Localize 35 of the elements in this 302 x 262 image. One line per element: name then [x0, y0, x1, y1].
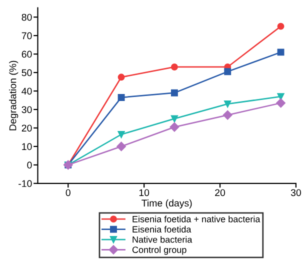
point — [277, 48, 284, 56]
y-tick-label: 20 — [22, 124, 32, 132]
point — [170, 64, 178, 70]
y-tick-label: 10 — [22, 143, 32, 150]
point — [222, 110, 232, 120]
x-tick-label: 30 — [290, 189, 301, 196]
legend-label: Native bacteria — [132, 236, 192, 243]
y-tick-label: -10 — [18, 180, 32, 188]
x-tick-label: 10 — [139, 189, 150, 196]
point — [276, 98, 286, 108]
y-tick-label: 60 — [22, 50, 32, 58]
y-axis-title: Degradation (%) — [9, 60, 18, 130]
legend-label: Eisenia foetida + native bacteria — [132, 216, 260, 222]
legend-label: Eisenia foetida — [132, 226, 192, 233]
x-axis-title: Time (days) — [142, 199, 192, 208]
point — [118, 74, 125, 81]
point — [118, 130, 125, 138]
y-tick-label: 0 — [27, 162, 32, 169]
point — [224, 100, 232, 108]
y-tick-label: 40 — [22, 88, 32, 95]
x-tick-label: 0 — [66, 189, 70, 196]
point — [170, 115, 178, 122]
point — [277, 22, 284, 30]
x-tick-label: 20 — [215, 189, 226, 196]
point — [170, 122, 180, 132]
y-tick-label: 50 — [22, 69, 32, 76]
point — [116, 142, 126, 152]
y-tick-label: 80 — [22, 14, 32, 21]
point — [277, 93, 284, 100]
y-tick-label: 70 — [22, 32, 32, 40]
legend-label: Control group — [132, 246, 186, 255]
y-tick-label: 30 — [22, 106, 32, 114]
point — [224, 68, 232, 76]
point — [118, 94, 125, 101]
point — [170, 89, 178, 96]
